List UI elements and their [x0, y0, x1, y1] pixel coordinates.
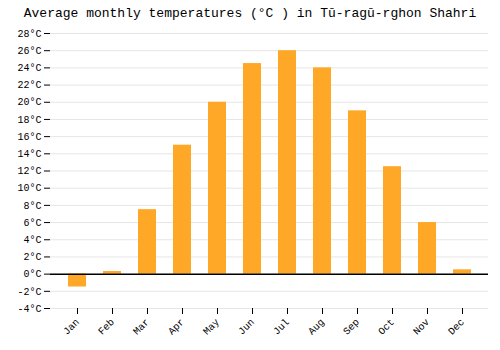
svg-text:May: May — [201, 317, 222, 338]
svg-text:-2°C: -2°C — [17, 287, 41, 298]
svg-text:Apr: Apr — [166, 317, 187, 338]
svg-text:Jan: Jan — [61, 317, 82, 338]
svg-text:24°C: 24°C — [17, 63, 41, 74]
svg-text:4°C: 4°C — [23, 235, 41, 246]
html-text:Average monthly temperatures (: Average monthly temperatures (°C ) in Tū… — [23, 6, 477, 21]
svg-text:14°C: 14°C — [17, 149, 41, 160]
svg-text:22°C: 22°C — [17, 80, 41, 91]
svg-text:Sep: Sep — [341, 317, 362, 338]
svg-text:Feb: Feb — [96, 317, 117, 338]
svg-text:16°C: 16°C — [17, 132, 41, 143]
svg-text:Nov: Nov — [411, 317, 432, 338]
svg-text:20°C: 20°C — [17, 97, 41, 108]
svg-text:18°C: 18°C — [17, 115, 41, 126]
svg-text:6°C: 6°C — [23, 218, 41, 229]
svg-text:Jun: Jun — [236, 317, 257, 338]
svg-text:28°C: 28°C — [17, 29, 41, 40]
svg-text:0°C: 0°C — [23, 269, 41, 280]
svg-text:Oct: Oct — [376, 317, 397, 338]
svg-text:2°C: 2°C — [23, 252, 41, 263]
svg-text:-4°C: -4°C — [17, 304, 41, 315]
svg-text:Dec: Dec — [446, 317, 467, 338]
svg-text:10°C: 10°C — [17, 183, 41, 194]
svg-text:Mar: Mar — [131, 317, 152, 338]
svg-text:12°C: 12°C — [17, 166, 41, 177]
svg-text:Aug: Aug — [306, 317, 327, 338]
svg-text:Jul: Jul — [271, 317, 292, 338]
svg-text:26°C: 26°C — [17, 46, 41, 57]
svg-text:8°C: 8°C — [23, 201, 41, 212]
